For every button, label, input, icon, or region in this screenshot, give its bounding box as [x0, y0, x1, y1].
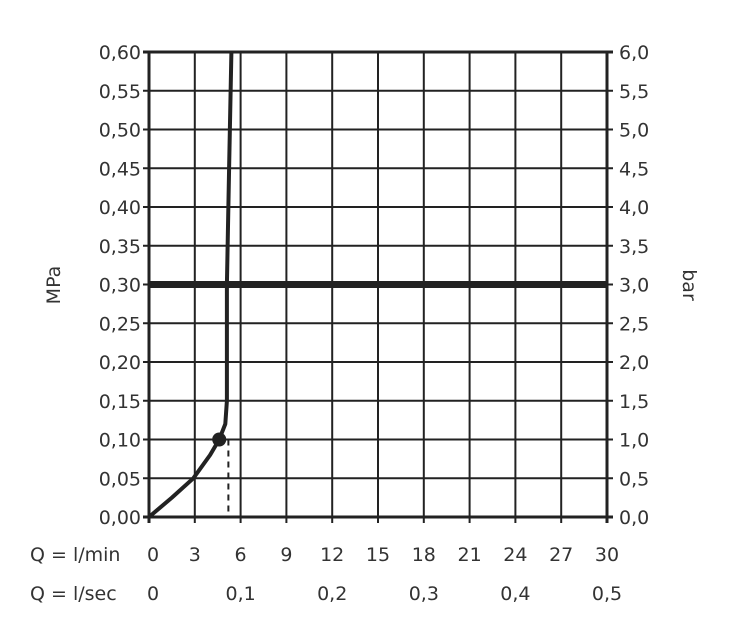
x-tick-label: 9	[280, 544, 292, 566]
y2-tick-label: 2,5	[619, 313, 649, 335]
x2-tick-label: 0,4	[500, 583, 530, 605]
x2-tick-label: 0,2	[317, 583, 347, 605]
y-axis-label: MPa	[43, 266, 65, 305]
y-tick-label: 0,60	[99, 42, 141, 64]
y2-tick-label: 5,0	[619, 120, 649, 142]
y2-tick-label: 4,5	[619, 158, 649, 180]
y2-tick-label: 5,5	[619, 81, 649, 103]
x-tick-label: 27	[549, 544, 573, 566]
y-tick-label: 0,15	[99, 391, 141, 413]
y-tick-label: 0,55	[99, 81, 141, 103]
y-tick-label: 0,00	[99, 507, 141, 529]
x2-tick-label: 0,3	[409, 583, 439, 605]
series-line	[147, 51, 234, 519]
y2-tick-label: 3,5	[619, 236, 649, 258]
data-point-marker	[212, 432, 227, 447]
y-tick-label: 0,50	[99, 120, 141, 142]
x-tick-label: 0	[147, 544, 159, 566]
x2-tick-label: 0	[147, 583, 159, 605]
y2-tick-label: 3,0	[619, 275, 649, 297]
x-axis-label: Q = l/min	[30, 544, 120, 566]
x-tick-label: 30	[595, 544, 619, 566]
x2-tick-label: 0,5	[592, 583, 622, 605]
y2-tick-label: 0,5	[619, 468, 649, 490]
y2-tick-label: 0,0	[619, 507, 649, 529]
y2-tick-label: 1,5	[619, 391, 649, 413]
y-tick-label: 0,45	[99, 158, 141, 180]
x-tick-label: 24	[503, 544, 527, 566]
y2-axis-label: bar	[678, 269, 700, 301]
x2-tick-label: 0,1	[225, 583, 255, 605]
y2-tick-label: 2,0	[619, 352, 649, 374]
y-tick-label: 0,40	[99, 197, 141, 219]
x-tick-label: 21	[458, 544, 482, 566]
y2-tick-label: 6,0	[619, 42, 649, 64]
y-tick-label: 0,05	[99, 468, 141, 490]
y2-tick-label: 1,0	[619, 430, 649, 452]
y-tick-label: 0,10	[99, 430, 141, 452]
x2-axis-label: Q = l/sec	[30, 583, 117, 605]
x-tick-label: 3	[189, 544, 201, 566]
x-tick-label: 6	[235, 544, 247, 566]
x-tick-label: 18	[412, 544, 436, 566]
x-tick-label: 12	[320, 544, 344, 566]
y-tick-label: 0,20	[99, 352, 141, 374]
y-tick-label: 0,35	[99, 236, 141, 258]
x-tick-label: 15	[366, 544, 390, 566]
y-tick-label: 0,25	[99, 313, 141, 335]
y2-tick-label: 4,0	[619, 197, 649, 219]
y-tick-label: 0,30	[99, 275, 141, 297]
